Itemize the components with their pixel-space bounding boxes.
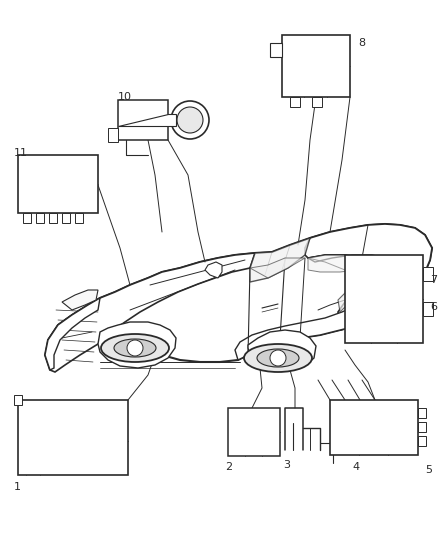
Polygon shape bbox=[304, 224, 431, 272]
Polygon shape bbox=[18, 155, 98, 213]
Polygon shape bbox=[337, 268, 424, 330]
Polygon shape bbox=[227, 408, 279, 456]
Polygon shape bbox=[269, 43, 281, 57]
Text: 2: 2 bbox=[225, 462, 232, 472]
Polygon shape bbox=[18, 400, 128, 475]
Polygon shape bbox=[48, 253, 254, 372]
Polygon shape bbox=[290, 97, 299, 107]
Polygon shape bbox=[249, 258, 304, 278]
Ellipse shape bbox=[256, 349, 298, 367]
Text: 1: 1 bbox=[14, 482, 21, 492]
Polygon shape bbox=[422, 302, 432, 316]
Polygon shape bbox=[344, 255, 422, 343]
Circle shape bbox=[127, 340, 143, 356]
Polygon shape bbox=[45, 298, 100, 370]
Polygon shape bbox=[307, 255, 361, 272]
Polygon shape bbox=[249, 238, 309, 282]
Polygon shape bbox=[62, 213, 70, 223]
Text: 4: 4 bbox=[351, 462, 358, 472]
Text: 8: 8 bbox=[357, 38, 364, 48]
Polygon shape bbox=[234, 255, 424, 360]
Polygon shape bbox=[329, 400, 417, 455]
Text: 7: 7 bbox=[429, 275, 436, 285]
Text: 10: 10 bbox=[118, 92, 132, 102]
Polygon shape bbox=[75, 213, 83, 223]
Circle shape bbox=[269, 350, 285, 366]
Polygon shape bbox=[14, 395, 22, 405]
Polygon shape bbox=[118, 100, 168, 140]
Text: 3: 3 bbox=[283, 460, 290, 470]
Polygon shape bbox=[311, 97, 321, 107]
Text: 6: 6 bbox=[429, 302, 436, 312]
Polygon shape bbox=[205, 262, 222, 278]
Polygon shape bbox=[417, 408, 425, 418]
Text: 11: 11 bbox=[14, 148, 28, 158]
Text: 5: 5 bbox=[424, 465, 431, 475]
Ellipse shape bbox=[177, 107, 202, 133]
Polygon shape bbox=[98, 322, 176, 368]
Polygon shape bbox=[23, 213, 31, 223]
Polygon shape bbox=[45, 224, 431, 370]
Ellipse shape bbox=[101, 334, 169, 362]
Polygon shape bbox=[417, 422, 425, 432]
Polygon shape bbox=[417, 436, 425, 446]
Polygon shape bbox=[118, 114, 176, 126]
Ellipse shape bbox=[244, 344, 311, 372]
Polygon shape bbox=[337, 260, 417, 312]
Polygon shape bbox=[36, 213, 44, 223]
Polygon shape bbox=[108, 128, 118, 142]
Polygon shape bbox=[49, 213, 57, 223]
Polygon shape bbox=[422, 267, 432, 281]
Ellipse shape bbox=[171, 101, 208, 139]
Polygon shape bbox=[247, 330, 315, 370]
Polygon shape bbox=[62, 290, 98, 310]
Ellipse shape bbox=[114, 339, 155, 357]
Polygon shape bbox=[281, 35, 349, 97]
